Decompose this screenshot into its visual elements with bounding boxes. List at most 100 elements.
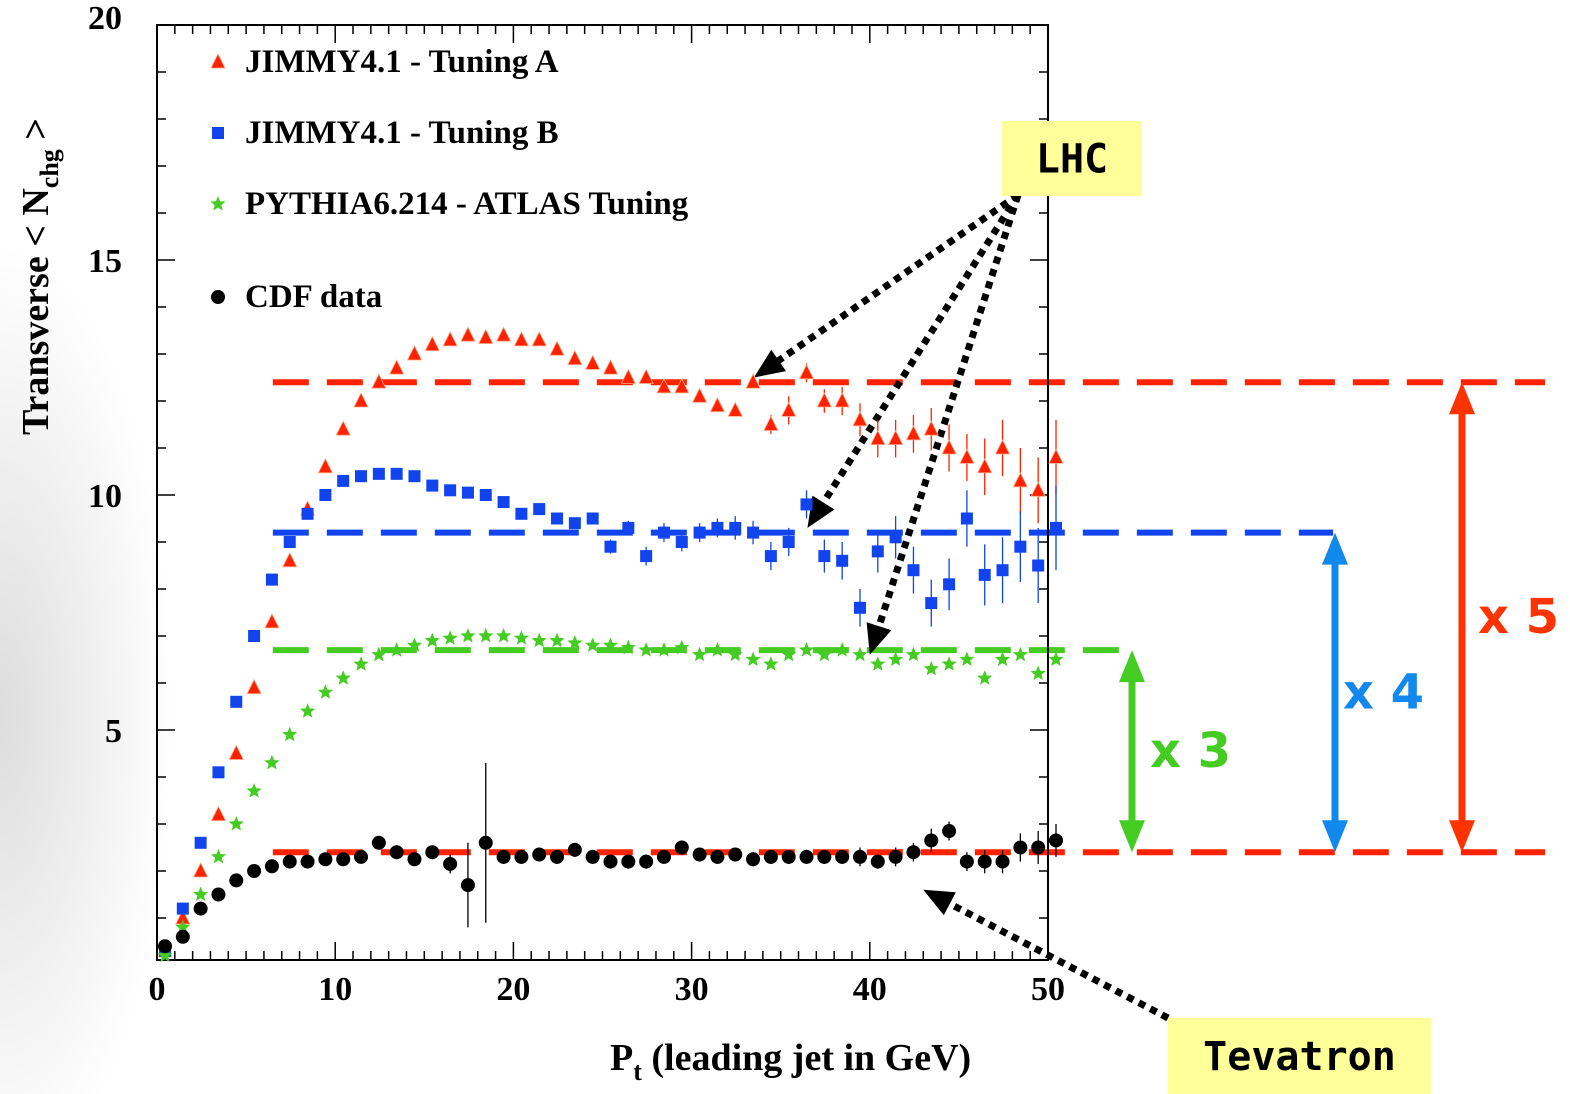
tuning-a-point xyxy=(834,392,850,408)
pythia-point xyxy=(692,646,708,662)
pythia-point xyxy=(656,642,672,657)
tuning-a-point xyxy=(1048,448,1064,464)
tuning-b-point xyxy=(355,470,368,483)
tuning-a-point xyxy=(727,401,743,417)
cdf-data-point xyxy=(674,840,689,855)
tuning-a-point xyxy=(674,378,690,394)
ratio-label: x 3 xyxy=(1150,723,1231,779)
cdf-data-point xyxy=(585,849,600,864)
pythia-point xyxy=(335,670,351,685)
pythia-point xyxy=(157,947,173,963)
pythia-point xyxy=(816,646,832,662)
tuning-a-point xyxy=(495,326,512,342)
pythia-point xyxy=(852,646,868,662)
cdf-data-point xyxy=(407,852,422,867)
pythia-point xyxy=(745,651,761,666)
pythia-point xyxy=(353,656,369,671)
data-markers xyxy=(157,326,1064,963)
tuning-a-point xyxy=(192,862,209,878)
legend-label: PYTHIA6.214 - ATLAS Tuning xyxy=(245,186,689,222)
x-axis-title: Pt (leading jet in GeV) xyxy=(610,1037,971,1086)
tuning-b-point xyxy=(390,467,403,480)
tuning-b-point xyxy=(729,521,742,534)
tuning-a-point xyxy=(424,335,440,352)
pythia-point xyxy=(709,642,725,657)
cdf-data-point xyxy=(532,847,547,862)
callout-box xyxy=(1168,1018,1431,1094)
tuning-b-point xyxy=(853,601,866,614)
cdf-data-point xyxy=(763,849,778,864)
cdf-data-point xyxy=(639,854,654,869)
lhc-arrow-line xyxy=(875,193,1022,628)
tuning-a-point xyxy=(549,340,565,356)
x-tick-label: 40 xyxy=(853,971,887,1008)
cdf-data-point xyxy=(906,845,921,860)
tuning-b-point xyxy=(337,474,350,487)
cdf-data-point xyxy=(550,849,565,864)
pythia-point xyxy=(674,639,690,655)
x-tick-label: 0 xyxy=(149,971,166,1008)
pythia-point xyxy=(513,630,529,645)
pythia-point xyxy=(585,637,601,652)
cdf-data-point xyxy=(995,854,1010,869)
tuning-b-point xyxy=(747,526,760,539)
cdf-data-point xyxy=(229,873,244,888)
cdf-data-point xyxy=(799,849,814,864)
tevatron-arrow-line xyxy=(948,900,1170,1022)
cdf-data-point xyxy=(300,854,315,869)
cdf-data-point xyxy=(781,849,796,864)
pythia-point xyxy=(531,632,547,648)
pythia-point xyxy=(888,651,904,666)
ratio-arrow-head-up xyxy=(1119,650,1145,683)
tuning-b-point xyxy=(925,597,938,610)
lhc-arrow-line xyxy=(820,193,1021,505)
pythia-point xyxy=(1012,646,1028,662)
tuning-b-point xyxy=(996,564,1009,577)
pythia-point xyxy=(424,632,440,648)
tuning-b-point xyxy=(1014,540,1027,553)
tuning-a-point xyxy=(406,345,423,361)
tuning-b-point xyxy=(604,540,617,553)
pythia-point xyxy=(798,642,815,657)
tuning-b-point xyxy=(800,498,813,511)
tuning-a-point xyxy=(745,373,761,389)
background-swoosh xyxy=(0,150,345,1094)
callout-arrows xyxy=(753,192,1170,1022)
tuning-b-point xyxy=(230,695,243,708)
pythia-point xyxy=(781,646,797,662)
tuning-b-point xyxy=(568,517,581,530)
cdf-data-point xyxy=(870,854,885,869)
tuning-a-point xyxy=(923,420,939,436)
tuning-a-point xyxy=(335,420,351,436)
cdf-data-point xyxy=(621,854,636,869)
x-tick-label: 30 xyxy=(675,971,709,1008)
pythia-point xyxy=(282,726,298,742)
tuning-a-point xyxy=(353,392,369,408)
tuning-a-point xyxy=(460,326,476,342)
pythia-point xyxy=(1048,651,1064,666)
cdf-data-point xyxy=(247,864,262,878)
tuning-b-point xyxy=(907,564,920,577)
tuning-a-point xyxy=(691,387,708,403)
x-tick-label: 20 xyxy=(496,971,530,1008)
tuning-b-point xyxy=(1032,559,1045,572)
pythia-point xyxy=(478,628,494,643)
tuning-a-point xyxy=(870,429,886,446)
tuning-a-point xyxy=(709,396,726,413)
cdf-data-point xyxy=(603,854,618,869)
tuning-b-point xyxy=(479,489,492,501)
cdf-data-point xyxy=(354,849,369,864)
tuning-b-point xyxy=(212,766,225,779)
tuning-a-point xyxy=(941,439,957,455)
pythia-point xyxy=(246,783,262,798)
tuning-a-point xyxy=(585,354,601,370)
cdf-data-point xyxy=(959,854,974,869)
pythia-point xyxy=(602,637,619,652)
tuning-b-point xyxy=(551,512,564,525)
tuning-a-point xyxy=(264,613,280,629)
tuning-b-point xyxy=(675,536,688,548)
cdf-data-point xyxy=(460,878,475,893)
cdf-data-point xyxy=(425,845,440,860)
cdf-data-point xyxy=(478,835,493,850)
tuning-b-point xyxy=(960,512,973,525)
